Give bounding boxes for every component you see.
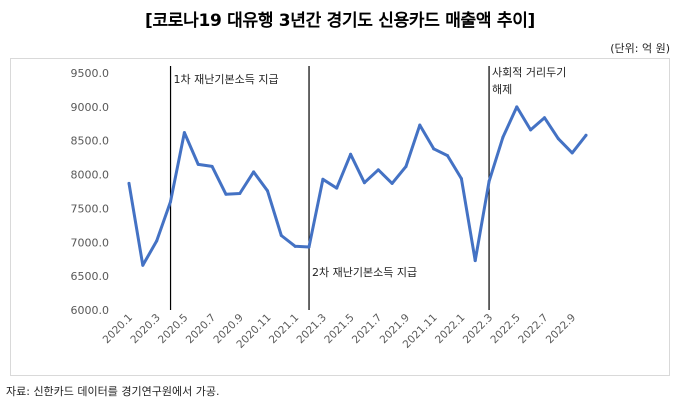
data-point xyxy=(210,164,214,168)
data-point xyxy=(293,244,297,248)
y-tick-label: 6000.0 xyxy=(71,304,110,317)
y-tick-label: 7000.0 xyxy=(71,236,110,249)
data-point xyxy=(307,245,311,249)
data-point xyxy=(224,192,228,196)
data-point xyxy=(182,131,186,135)
data-point xyxy=(501,135,505,139)
data-point xyxy=(542,116,546,120)
data-point xyxy=(265,189,269,193)
x-tick-label: 2022.9 xyxy=(544,312,578,346)
y-tick-label: 9000.0 xyxy=(71,101,110,114)
data-point xyxy=(418,123,422,127)
data-point xyxy=(446,154,450,158)
data-point xyxy=(515,105,519,109)
y-tick-label: 9500.0 xyxy=(71,67,110,80)
data-point xyxy=(390,181,394,185)
x-tick-label: 2022.3 xyxy=(461,312,495,346)
data-point xyxy=(238,192,242,196)
data-point xyxy=(570,151,574,155)
y-tick-label: 6500.0 xyxy=(71,270,110,283)
series-line xyxy=(127,105,588,267)
x-tick-label: 2021.1 xyxy=(267,312,301,346)
x-tick-label: 2020.3 xyxy=(128,312,162,346)
annotation-label: 2차 재난기본소득 지급 xyxy=(312,266,417,279)
data-point xyxy=(473,259,477,263)
data-point xyxy=(362,181,366,185)
x-tick-label: 2021.3 xyxy=(295,312,329,346)
y-axis-ticks: 6000.0 6500.0 7000.0 7500.0 8000.0 8500.0 9000… xyxy=(71,67,110,317)
y-tick-label: 7500.0 xyxy=(71,202,110,215)
data-point xyxy=(279,234,283,238)
x-tick-label: 2020.5 xyxy=(156,312,190,346)
x-tick-label: 2021.7 xyxy=(350,312,384,346)
data-point xyxy=(127,181,131,185)
x-tick-label: 2020.7 xyxy=(184,312,218,346)
data-point xyxy=(252,170,256,174)
annotation-label: 1차 재난기본소득 지급 xyxy=(174,73,279,86)
annotations: 1차 재난기본소득 지급 2차 재난기본소득 지급 사회적 거리두기 해제 xyxy=(169,66,566,310)
y-tick-label: 8000.0 xyxy=(71,169,110,182)
series-layer xyxy=(127,105,588,267)
data-point xyxy=(459,177,463,181)
data-point xyxy=(432,147,436,151)
x-tick-label: 2022.7 xyxy=(516,312,550,346)
data-point xyxy=(155,239,159,243)
data-point xyxy=(404,164,408,168)
data-point xyxy=(349,152,353,156)
x-tick-label: 2022.1 xyxy=(433,312,467,346)
data-point xyxy=(335,186,339,190)
data-point xyxy=(529,128,533,132)
x-tick-label: 2022.5 xyxy=(488,312,522,346)
data-point xyxy=(584,133,588,137)
data-point xyxy=(196,162,200,166)
chart-title: [코로나19 대유행 3년간 경기도 신용카드 매출액 추이] xyxy=(144,11,536,31)
y-tick-label: 8500.0 xyxy=(71,135,110,148)
chart-frame xyxy=(10,58,670,376)
data-point xyxy=(321,177,325,181)
data-point xyxy=(376,168,380,172)
data-point xyxy=(169,200,173,204)
data-point xyxy=(487,179,491,183)
annotation-label: 사회적 거리두기 해제 xyxy=(492,66,566,96)
data-point xyxy=(141,263,145,267)
source-note: 자료: 신한카드 데이터를 경기연구원에서 가공. xyxy=(6,385,220,398)
x-axis-ticks: 2020.12020.32020.52020.72020.92020.11202… xyxy=(101,312,579,351)
unit-label: (단위: 억 원) xyxy=(610,42,670,55)
data-point xyxy=(556,137,560,141)
x-tick-label: 2021.5 xyxy=(322,312,356,346)
